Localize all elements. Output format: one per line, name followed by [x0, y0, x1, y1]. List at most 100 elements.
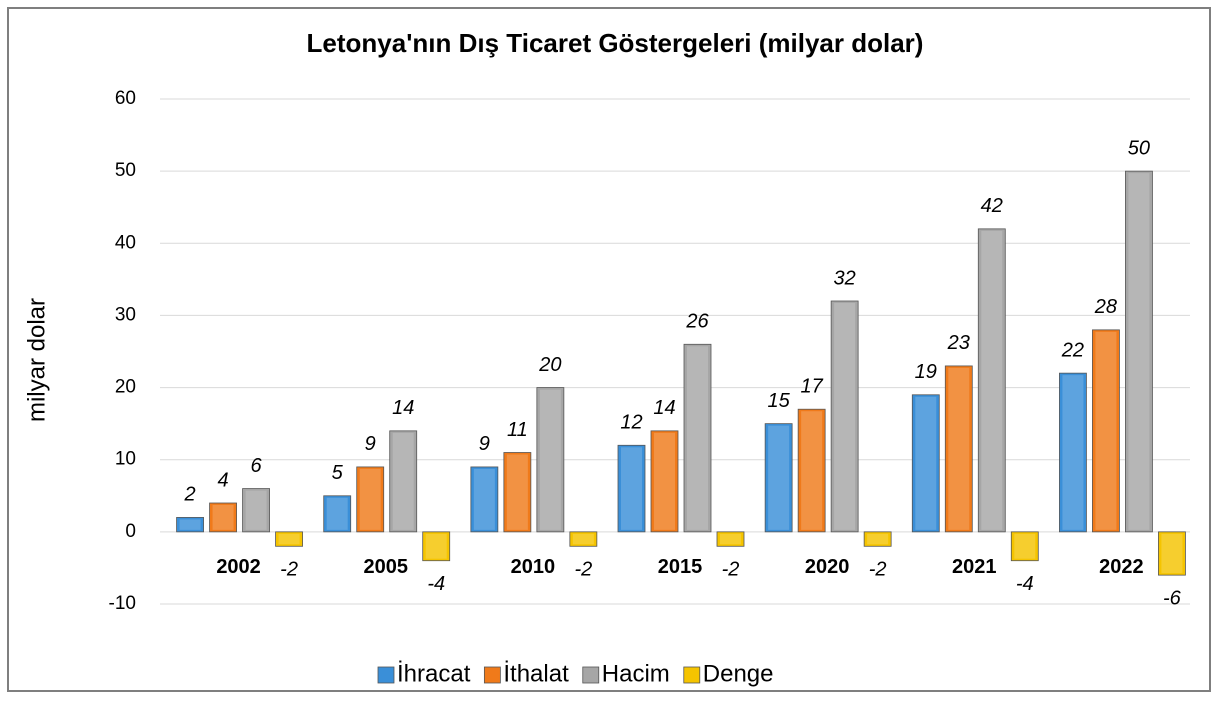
data-label: 11: [507, 419, 528, 441]
x-tick-label: 2005: [363, 556, 408, 578]
bar-highlight: [1161, 533, 1183, 574]
bar: [356, 466, 385, 533]
bar-highlight: [915, 396, 937, 530]
legend-label: İhracat: [397, 660, 471, 687]
bar-highlight: [359, 468, 381, 530]
bar-highlight: [506, 454, 528, 530]
chart-frame: [7, 7, 1211, 692]
data-label: 20: [538, 354, 561, 376]
bar: [617, 444, 646, 533]
bar: [1092, 329, 1120, 533]
bar-highlight: [687, 346, 708, 530]
data-label: -2: [280, 559, 298, 581]
data-label: 6: [251, 455, 263, 477]
bar: [242, 488, 270, 533]
bar: [209, 502, 237, 533]
data-label: 4: [218, 469, 229, 491]
bar-highlight: [326, 497, 348, 530]
data-label: 23: [947, 332, 970, 354]
data-label: -4: [427, 573, 445, 595]
data-label: 12: [620, 412, 642, 434]
bar-highlight: [1062, 375, 1084, 530]
legend-swatch: [683, 666, 701, 684]
y-tick-label: 40: [115, 232, 136, 253]
data-label: -4: [1016, 573, 1034, 595]
bar-highlight: [245, 490, 267, 530]
legend-swatch: [582, 666, 600, 684]
data-label: -6: [1163, 587, 1182, 609]
data-label: 26: [685, 311, 709, 333]
x-tick-label: 2010: [511, 556, 556, 578]
bar: [863, 531, 892, 547]
y-tick-label: 10: [115, 449, 136, 470]
bar: [323, 495, 352, 533]
data-label: 19: [915, 361, 937, 383]
data-label: -2: [869, 559, 887, 581]
y-tick-label: 50: [115, 160, 136, 181]
bar: [977, 228, 1006, 533]
data-label: -2: [574, 559, 592, 581]
x-tick-label: 2020: [805, 556, 850, 578]
bar: [536, 387, 565, 533]
bar-highlight: [621, 447, 642, 530]
bar-highlight: [867, 533, 889, 545]
bar: [830, 300, 859, 533]
y-axis-label: milyar dolar: [23, 298, 50, 422]
chart-title: Letonya'nın Dış Ticaret Göstergeleri (mi…: [307, 28, 924, 58]
bar: [1125, 170, 1153, 533]
data-label: 14: [392, 397, 414, 419]
legend-swatch: [483, 666, 501, 684]
bar: [1158, 531, 1186, 576]
bar-highlight: [212, 505, 234, 530]
legend-label: Hacim: [602, 660, 670, 687]
bar: [797, 408, 826, 533]
bar-highlight: [768, 425, 790, 530]
y-tick-label: 0: [125, 521, 136, 542]
bar-highlight: [1128, 173, 1150, 530]
y-tick-label: 20: [115, 377, 136, 398]
bar: [470, 466, 499, 533]
bar: [1059, 372, 1087, 533]
y-tick-label: 60: [115, 88, 136, 109]
data-label: 42: [981, 195, 1003, 217]
data-label: 14: [653, 397, 675, 419]
x-tick-label: 2015: [658, 556, 703, 578]
legend-swatch: [377, 666, 395, 684]
bar: [650, 430, 679, 533]
bar: [683, 343, 712, 533]
bar-highlight: [473, 468, 495, 530]
data-label: 9: [479, 433, 490, 455]
x-tick-label: 2002: [216, 556, 261, 578]
legend-label: İthalat: [503, 660, 569, 687]
bar: [389, 430, 418, 533]
bar: [275, 531, 303, 547]
bar: [911, 394, 940, 533]
bar-highlight: [572, 533, 594, 545]
x-tick-label: 2022: [1099, 556, 1144, 578]
data-label: 5: [332, 462, 344, 484]
y-tick-label: -10: [109, 593, 136, 614]
data-label: 15: [768, 390, 791, 412]
bar: [503, 452, 532, 533]
bar-highlight: [392, 432, 414, 530]
data-label: 2: [184, 484, 196, 506]
data-label: 28: [1094, 296, 1117, 318]
bar-highlight: [539, 389, 561, 530]
bar: [764, 423, 793, 533]
data-label: -2: [722, 559, 740, 581]
bar-highlight: [720, 533, 741, 545]
data-label: 17: [801, 375, 824, 397]
bar-highlight: [654, 432, 675, 530]
bar: [422, 531, 451, 562]
y-tick-label: 30: [115, 304, 136, 325]
bar-highlight: [179, 519, 201, 530]
bar-highlight: [1014, 533, 1036, 559]
legend-label: Denge: [703, 660, 774, 687]
bar: [944, 365, 973, 533]
bar-highlight: [834, 303, 856, 530]
bar-highlight: [278, 533, 300, 545]
bar-highlight: [801, 411, 823, 530]
bar: [1010, 531, 1039, 562]
data-label: 9: [365, 433, 376, 455]
